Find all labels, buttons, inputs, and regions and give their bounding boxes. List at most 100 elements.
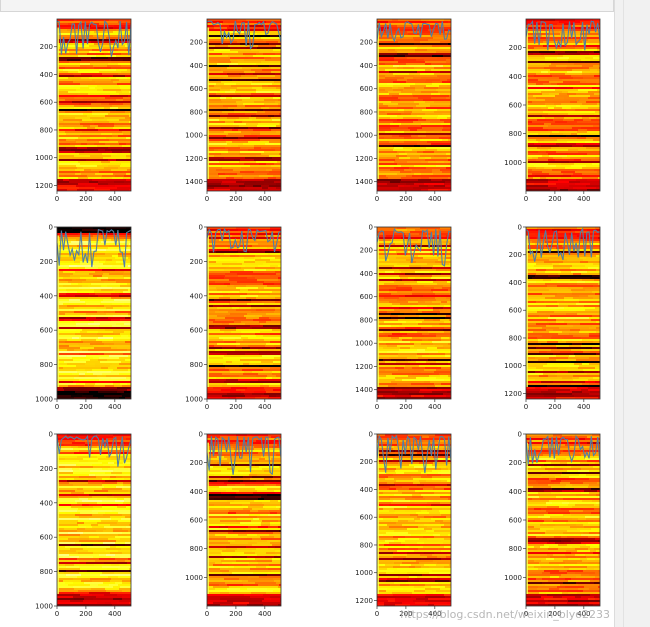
y-tick-label: 800 [360, 316, 373, 324]
scrollbar-gutter[interactable] [614, 0, 650, 627]
subplot-svg: 200 400 600 800 1000 0 200 400 [504, 18, 601, 203]
x-tick-label: 200 [79, 195, 92, 203]
y-tick-label: 200 [40, 43, 53, 51]
x-tick-label: 200 [229, 403, 242, 411]
x-tick-label: 400 [428, 195, 441, 203]
y-tick-label: 1000 [504, 159, 522, 167]
axes-frame [376, 226, 452, 400]
y-tick-label: 1000 [355, 132, 373, 140]
x-tick-label: 200 [229, 610, 242, 618]
x-tick-label: 0 [524, 195, 528, 203]
y-tick-label: 1200 [355, 363, 373, 371]
y-tick-label: 400 [190, 292, 203, 300]
y-tick-label: 400 [360, 62, 373, 70]
overlay-line [377, 434, 451, 474]
y-tick-label: 0 [49, 431, 53, 439]
y-tick-label: 400 [40, 292, 53, 300]
axes-frame [56, 433, 132, 607]
axes-frame [376, 433, 452, 607]
overlay-line [57, 19, 131, 57]
y-tick-label: 200 [190, 459, 203, 467]
y-tick-label: 600 [190, 327, 203, 335]
y-tick-label: 600 [190, 517, 203, 525]
x-tick-label: 400 [428, 403, 441, 411]
y-tick-label: 200 [509, 459, 522, 467]
y-tick-label: 1000 [504, 574, 522, 582]
x-tick-label: 0 [375, 195, 379, 203]
subplot-svg: 200 400 600 800 1000 1200 1400 0 200 400 [355, 18, 452, 203]
x-tick-label: 200 [399, 195, 412, 203]
x-tick-label: 400 [428, 610, 441, 618]
y-tick-label: 1400 [355, 386, 373, 394]
y-tick-label: 1200 [185, 155, 203, 163]
subplot-panel: 200 400 600 800 1000 1200 1400 0 200 400 [355, 18, 452, 203]
subplot-panel: 200 400 600 800 1000 0 200 400 [504, 18, 601, 203]
axes-frame [206, 226, 282, 400]
y-tick-label: 1000 [504, 362, 522, 370]
y-tick-label: 400 [190, 488, 203, 496]
subplot-panel: 0 200 400 600 800 1000 1200 0 200 400 [504, 224, 601, 411]
y-tick-label: 0 [518, 431, 522, 439]
heatmap-image [207, 227, 281, 399]
y-tick-label: 1200 [504, 390, 522, 398]
heatmap-image [377, 227, 451, 399]
y-tick-label: 800 [509, 130, 522, 138]
subplot-panel: 0 200 400 600 800 1000 1200 0 200 400 [355, 431, 452, 618]
subplot-panel: 200 400 600 800 1000 1200 0 200 400 [35, 18, 132, 203]
overlay-line [57, 435, 131, 467]
overlay-line [526, 434, 600, 465]
y-tick-label: 800 [509, 334, 522, 342]
x-tick-label: 400 [108, 403, 121, 411]
x-tick-label: 400 [258, 403, 271, 411]
subplot-panel: 0 200 400 600 800 1000 0 200 400 [185, 431, 282, 618]
y-tick-label: 600 [509, 517, 522, 525]
axes-frame [376, 18, 452, 192]
overlay-line [207, 435, 281, 476]
x-tick-label: 0 [375, 403, 379, 411]
y-tick-label: 0 [518, 224, 522, 232]
y-tick-label: 200 [509, 251, 522, 259]
y-tick-label: 600 [509, 102, 522, 110]
y-tick-label: 200 [360, 247, 373, 255]
x-tick-label: 0 [55, 610, 59, 618]
x-tick-label: 0 [55, 195, 59, 203]
y-tick-label: 1200 [35, 182, 53, 190]
subplot-panel: 0 200 400 600 800 1000 1200 1400 0 200 400 [355, 224, 452, 411]
x-tick-label: 400 [577, 610, 590, 618]
x-tick-label: 200 [548, 403, 561, 411]
y-tick-label: 0 [199, 431, 203, 439]
x-tick-label: 400 [577, 195, 590, 203]
y-tick-label: 1000 [185, 574, 203, 582]
heatmap-image [207, 19, 281, 191]
y-tick-label: 400 [509, 279, 522, 287]
overlay-line [526, 20, 600, 51]
y-tick-label: 1000 [35, 154, 53, 162]
heatmap-image [526, 227, 600, 399]
y-tick-label: 400 [509, 488, 522, 496]
y-tick-label: 200 [190, 258, 203, 266]
x-tick-label: 0 [524, 610, 528, 618]
y-tick-label: 0 [369, 431, 373, 439]
subplot-panel: 0 200 400 600 800 1000 0 200 400 [185, 224, 282, 411]
x-tick-label: 400 [108, 195, 121, 203]
y-tick-label: 1000 [355, 569, 373, 577]
x-tick-label: 400 [577, 403, 590, 411]
x-tick-label: 0 [524, 403, 528, 411]
subplot-panel: 0 200 400 600 800 1000 0 200 400 [35, 431, 132, 618]
y-tick-label: 400 [360, 486, 373, 494]
x-tick-label: 200 [548, 610, 561, 618]
x-tick-label: 0 [205, 403, 209, 411]
x-tick-label: 200 [548, 195, 561, 203]
overlay-line [377, 21, 451, 43]
overlay-line [377, 227, 451, 267]
subplot-svg: 0 200 400 600 800 1000 1200 1400 0 200 400 [355, 224, 452, 411]
y-tick-label: 0 [369, 224, 373, 232]
y-tick-label: 200 [360, 458, 373, 466]
y-tick-label: 200 [40, 465, 53, 473]
